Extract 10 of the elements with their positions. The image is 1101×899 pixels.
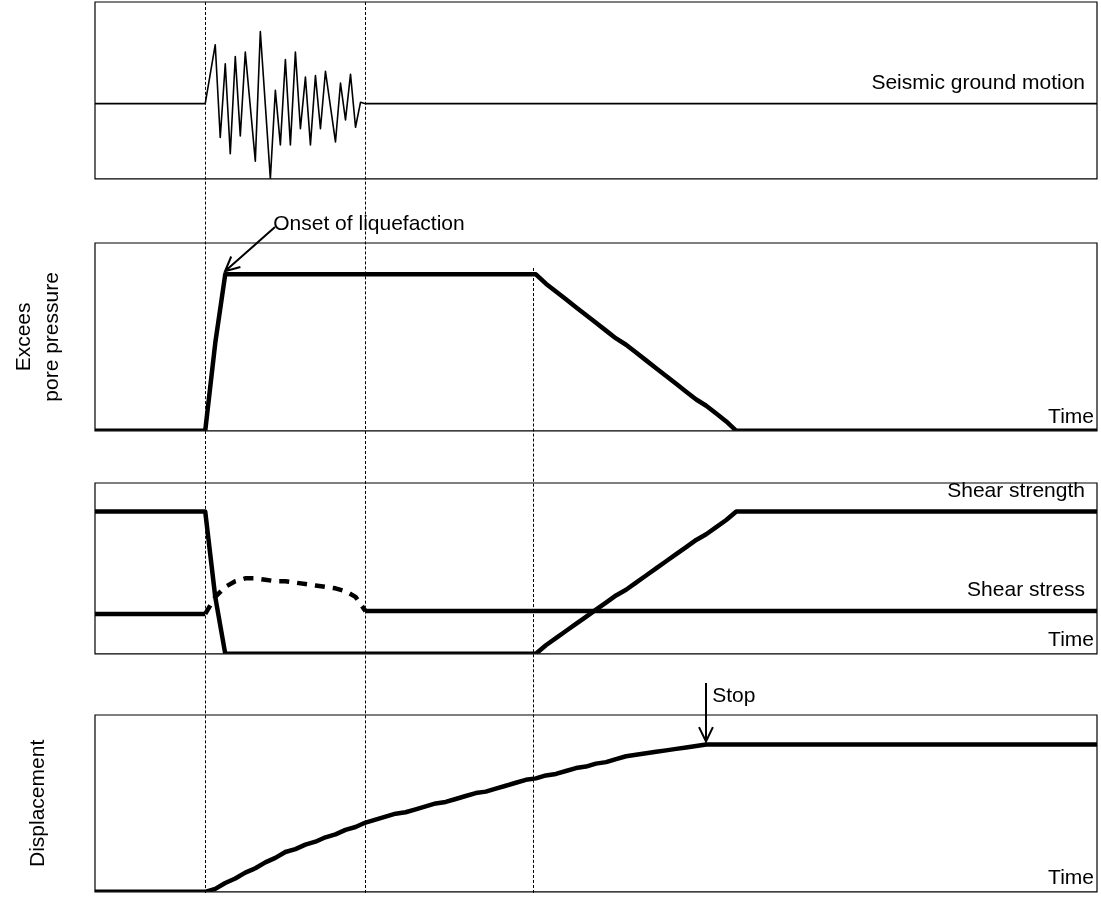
y-axis-title: Displacement: [24, 739, 48, 868]
x-axis-title: Time: [1048, 627, 1094, 651]
series-label: Shear strength: [947, 477, 1085, 501]
series-label: Shear stress: [967, 577, 1085, 601]
text: Onset of liquefaction: [273, 211, 465, 235]
series-label: Seismic ground motion: [871, 69, 1085, 93]
y-axis-title: Excees pore pressure: [10, 272, 62, 402]
x-axis-title: Time: [1048, 865, 1094, 889]
text: Stop: [712, 683, 756, 707]
x-axis-title: Time: [1048, 404, 1094, 428]
